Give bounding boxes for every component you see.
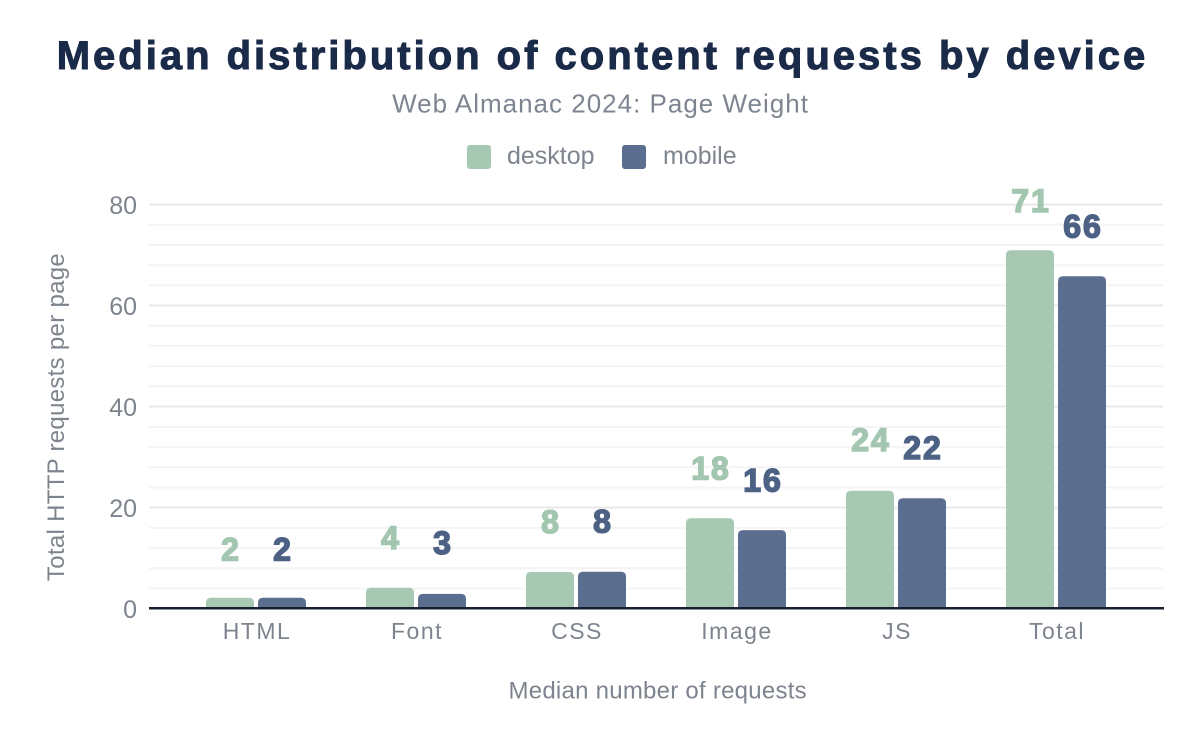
svg-text:8: 8 [593, 504, 613, 540]
svg-text:8: 8 [541, 504, 561, 540]
svg-text:Total: Total [1029, 618, 1085, 644]
svg-text:4: 4 [381, 520, 401, 556]
svg-text:40: 40 [109, 394, 137, 422]
svg-text:Median number of requests: Median number of requests [508, 678, 806, 705]
svg-text:Font: Font [391, 618, 443, 644]
svg-text:desktop: desktop [507, 142, 595, 170]
svg-text:22: 22 [903, 430, 943, 466]
svg-text:CSS: CSS [551, 618, 603, 644]
svg-text:mobile: mobile [663, 142, 737, 170]
svg-text:3: 3 [433, 525, 453, 561]
svg-text:16: 16 [743, 462, 783, 498]
svg-text:18: 18 [691, 451, 731, 487]
svg-text:71: 71 [1011, 183, 1051, 219]
svg-text:20: 20 [109, 495, 137, 523]
svg-text:2: 2 [273, 532, 293, 568]
svg-text:JS: JS [882, 618, 912, 644]
svg-text:66: 66 [1063, 208, 1103, 244]
svg-text:80: 80 [109, 192, 137, 220]
svg-text:Web Almanac 2024: Page Weight: Web Almanac 2024: Page Weight [392, 89, 809, 119]
svg-text:Total HTTP requests per page: Total HTTP requests per page [43, 253, 70, 581]
svg-text:24: 24 [851, 422, 891, 458]
svg-text:HTML: HTML [223, 618, 292, 644]
svg-text:Image: Image [701, 618, 772, 644]
svg-text:60: 60 [109, 293, 137, 321]
svg-text:0: 0 [123, 596, 137, 624]
svg-text:2: 2 [221, 532, 241, 568]
svg-text:Median distribution of content: Median distribution of content requests … [57, 34, 1149, 78]
